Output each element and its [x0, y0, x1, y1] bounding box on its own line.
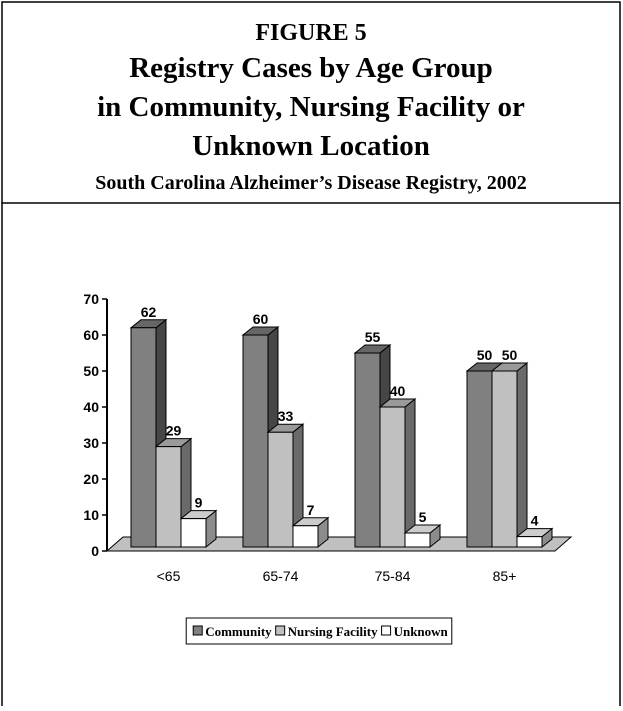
legend-box — [185, 617, 453, 645]
value-label: 62 — [141, 304, 157, 320]
bar-front — [379, 406, 406, 548]
value-label: 33 — [278, 408, 294, 424]
legend-swatch — [192, 625, 203, 636]
x-tick-label: 85+ — [493, 568, 517, 584]
bar-front — [267, 431, 294, 548]
legend-label: Nursing Facility — [288, 624, 378, 639]
bar-front — [516, 536, 543, 548]
x-tick-label: 75-84 — [375, 568, 411, 584]
value-label: 5 — [419, 509, 427, 525]
y-tick-label: 10 — [83, 507, 99, 523]
value-label: 50 — [477, 347, 493, 363]
floor — [105, 536, 573, 552]
chart-box — [1, 203, 621, 706]
bar — [403, 523, 442, 549]
bar — [266, 423, 305, 549]
bar-front — [466, 370, 493, 548]
y-tick-label: 60 — [83, 327, 99, 343]
bar-front — [155, 446, 182, 548]
bar-front — [130, 327, 157, 548]
bar-front — [180, 518, 207, 548]
bar-front — [404, 532, 431, 548]
y-tick-label: 70 — [83, 291, 99, 307]
y-tick-label: 40 — [83, 399, 99, 415]
bar — [179, 509, 218, 549]
value-label: 7 — [307, 502, 315, 518]
value-label: 29 — [166, 423, 182, 439]
figure-label: FIGURE 5 — [255, 20, 366, 46]
chart-title: in Community, Nursing Facility or — [97, 91, 525, 123]
y-tick-label: 50 — [83, 363, 99, 379]
bar-front — [491, 370, 518, 548]
bar-front — [242, 334, 269, 548]
y-tick-label: 0 — [91, 543, 99, 559]
y-tick-label: 30 — [83, 435, 99, 451]
value-label: 40 — [390, 383, 406, 399]
value-label: 9 — [195, 495, 203, 511]
title-box — [1, 1, 621, 204]
bar — [291, 516, 330, 549]
bar-side — [516, 361, 528, 549]
value-label: 55 — [365, 329, 381, 345]
bar-front — [354, 352, 381, 548]
chart-subtitle: South Carolina Alzheimer’s Disease Regis… — [95, 172, 526, 194]
bar — [515, 527, 554, 549]
legend-label: Unknown — [394, 624, 449, 639]
value-label: 50 — [502, 347, 518, 363]
x-tick-label: <65 — [157, 568, 181, 584]
legend-swatch — [275, 625, 286, 636]
value-label: 60 — [253, 311, 269, 327]
chart-title: Unknown Location — [192, 130, 430, 162]
bar-front — [292, 525, 319, 548]
x-tick-label: 65-74 — [263, 568, 299, 584]
value-label: 4 — [531, 513, 539, 529]
bar — [378, 397, 417, 549]
chart-title: Registry Cases by Age Group — [129, 52, 493, 84]
legend-label: Community — [205, 624, 272, 639]
legend-swatch — [381, 625, 392, 636]
bar-side — [404, 397, 416, 549]
y-tick-label: 20 — [83, 471, 99, 487]
bar — [490, 361, 529, 549]
